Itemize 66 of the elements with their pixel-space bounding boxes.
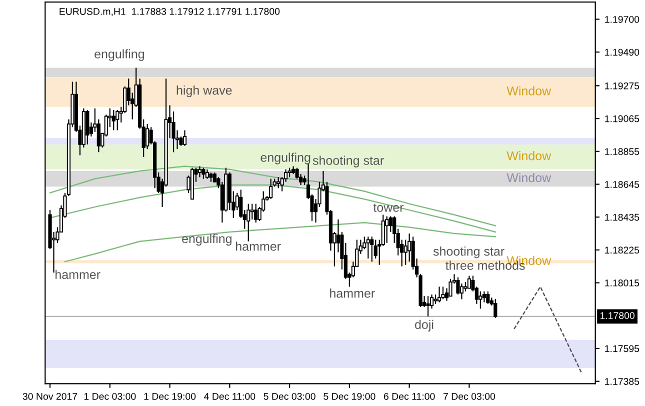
annotation: hammer xyxy=(236,242,281,251)
x-tick-label: 4 Dec 11:00 xyxy=(204,392,256,400)
candlestick xyxy=(202,167,206,180)
line-series xyxy=(49,166,496,226)
candlestick xyxy=(426,296,430,317)
annotation: shooting star xyxy=(433,246,504,258)
y-tick-label: 1.17385 xyxy=(605,378,640,385)
candlestick xyxy=(276,176,280,189)
annotation: shooting star xyxy=(312,156,384,168)
annotation: hammer xyxy=(56,270,100,280)
candlestick xyxy=(478,290,482,310)
x-tick-label: 7 Dec 03:00 xyxy=(443,392,496,400)
annotation: engulfing xyxy=(94,49,144,61)
y-tick-label: 1.19490 xyxy=(605,48,640,56)
x-tick-label: 5 Dec 03:00 xyxy=(264,392,316,400)
candlestick xyxy=(198,166,202,178)
candlestick xyxy=(448,278,452,297)
annotation: high wave xyxy=(176,86,232,98)
y-tick-label: 1.18225 xyxy=(605,246,640,254)
band-label: Window xyxy=(506,172,552,182)
candlestick xyxy=(456,276,460,296)
candlestick xyxy=(288,167,292,178)
y-tick-label: 1.18855 xyxy=(605,148,640,156)
candlestick xyxy=(209,172,213,182)
annotation: doji xyxy=(415,320,434,332)
y-tick-label: 1.19275 xyxy=(605,82,640,90)
candlestick xyxy=(112,109,116,131)
candlestick xyxy=(86,109,90,145)
x-tick-label: 6 Dec 11:00 xyxy=(384,392,435,400)
y-tick-label: 1.17595 xyxy=(605,345,640,352)
ref-line-label: 1.17800 xyxy=(600,312,634,320)
annotation: engulfing xyxy=(182,234,232,246)
annotation: tower xyxy=(373,204,404,212)
candlestick xyxy=(182,130,187,146)
candlestick xyxy=(116,109,120,131)
candlestick xyxy=(437,286,442,303)
x-tick-label: 30 Nov 2017 xyxy=(22,392,78,400)
y-tick-label: 1.18435 xyxy=(605,214,640,221)
candlestick xyxy=(254,203,258,224)
candlestick xyxy=(460,283,464,300)
y-tick-label: 1.18015 xyxy=(605,280,640,286)
annotation: hammer xyxy=(330,288,375,298)
candlestick xyxy=(434,294,438,304)
candlestick xyxy=(494,298,498,318)
candlestick xyxy=(250,203,254,220)
band-label: Window xyxy=(506,151,552,160)
x-tick-label: 1 Dec 19:00 xyxy=(144,392,196,400)
candlestick xyxy=(146,123,150,150)
candlestick xyxy=(246,203,250,242)
candlestick xyxy=(441,286,445,300)
x-tick-label: 5 Dec 19:00 xyxy=(324,392,376,400)
annotation: engulfing xyxy=(260,152,310,164)
y-tick-label: 1.18645 xyxy=(605,180,640,188)
candlestick xyxy=(464,281,468,292)
candlestick xyxy=(366,236,370,260)
candlestick xyxy=(205,168,210,180)
candlestick xyxy=(269,178,273,200)
candlestick xyxy=(370,236,374,262)
candlestick xyxy=(385,216,389,244)
text: EURUSD.m,H1 1.17883 1.17912 1.17791 1.17800 xyxy=(60,8,280,16)
y-tick-label: 1.19065 xyxy=(605,115,640,122)
candlestick xyxy=(467,275,471,289)
candlestick xyxy=(486,290,490,304)
x-tick-label: 1 Dec 03:00 xyxy=(84,392,136,400)
y-tick-label: 1.19700 xyxy=(605,16,640,23)
band-label: Window xyxy=(506,86,552,96)
